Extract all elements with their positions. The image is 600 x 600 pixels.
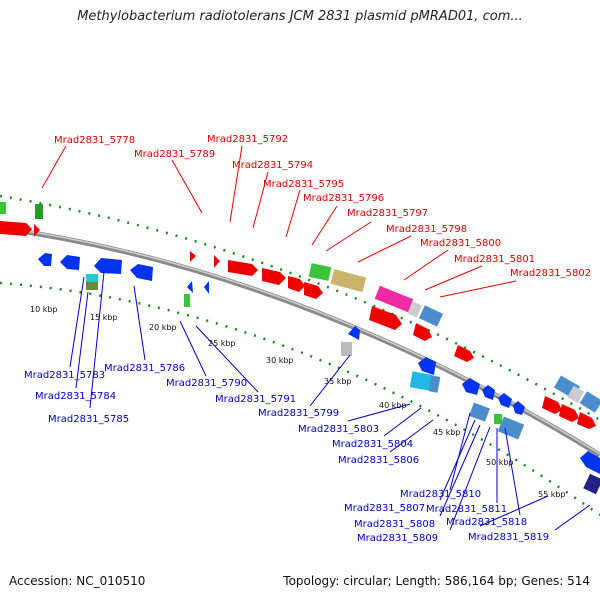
gene-block — [330, 269, 367, 293]
gene-block — [341, 342, 352, 356]
gene-arrow — [94, 258, 122, 274]
tick-label: 15 kbp — [90, 313, 118, 322]
gene-arrow — [413, 323, 432, 341]
tick-label: 20 kbp — [149, 323, 177, 332]
gene-arrow — [513, 401, 525, 415]
gene-block — [86, 282, 98, 290]
reverse-leaders — [69, 271, 591, 531]
tick-label: 50 kbp — [486, 458, 514, 467]
gene-label: Mrad2831_5818 — [446, 517, 527, 528]
gene-arrow — [482, 385, 495, 400]
reverse-features — [38, 253, 600, 495]
gene-block — [308, 263, 332, 281]
gene-arrow — [204, 281, 209, 294]
gene-label: Mrad2831_5783 — [24, 370, 105, 381]
gene-block — [567, 385, 585, 404]
gene-block — [86, 274, 98, 282]
gene-arrow — [187, 281, 193, 293]
tick-label: 55 kbp — [538, 490, 566, 499]
gene-arrow — [454, 345, 474, 362]
gene-label: Mrad2831_5806 — [338, 455, 419, 466]
gene-block — [469, 402, 490, 422]
gene-arrow — [60, 255, 80, 270]
gene-arrow — [577, 412, 596, 429]
gene-label: Mrad2831_5784 — [35, 391, 116, 402]
gene-label: Mrad2831_5819 — [468, 532, 549, 543]
gene-block — [418, 305, 444, 327]
gene-label: Mrad2831_5810 — [400, 489, 481, 500]
gene-label: Mrad2831_5778 — [54, 135, 135, 146]
gene-arrow — [369, 306, 402, 330]
gene-label: Mrad2831_5800 — [420, 238, 501, 249]
gene-block — [0, 202, 6, 214]
gene-arrow — [214, 255, 220, 268]
forward-labels: Mrad2831_5778 Mrad2831_5789 Mrad2831_579… — [54, 134, 591, 279]
gene-label: Mrad2831_5791 — [215, 394, 296, 405]
gene-arrow — [559, 404, 579, 422]
tick-labels: 10 kbp 15 kbp 20 kbp 25 kbp 30 kbp 35 kb… — [30, 305, 566, 499]
gene-block — [428, 375, 441, 393]
gene-arrow — [288, 276, 305, 292]
forward-features — [0, 202, 600, 429]
gene-arrow — [0, 221, 32, 236]
map-title: Methylobacterium radiotolerans JCM 2831 … — [77, 9, 523, 24]
gene-label: Mrad2831_5804 — [332, 439, 413, 450]
gene-label: Mrad2831_5809 — [357, 533, 438, 544]
tick-label: 45 kbp — [433, 428, 461, 437]
gene-block — [35, 204, 43, 219]
gene-label: Mrad2831_5796 — [303, 193, 384, 204]
gene-arrow — [130, 264, 153, 281]
gene-label: Mrad2831_5801 — [454, 254, 535, 265]
gene-label: Mrad2831_5797 — [347, 208, 428, 219]
accession-label: Accession: NC_010510 — [9, 574, 146, 588]
forward-leaders — [41, 145, 517, 298]
gene-label: Mrad2831_5790 — [166, 378, 247, 389]
gene-label: Mrad2831_5798 — [386, 224, 467, 235]
tick-label: 30 kbp — [266, 356, 294, 365]
tick-label: 10 kbp — [30, 305, 58, 314]
gene-block — [409, 371, 433, 391]
reverse-labels: Mrad2831_5783 Mrad2831_5784 Mrad2831_578… — [24, 363, 549, 544]
inner-tick-ring — [0, 281, 600, 517]
gene-arrow — [580, 451, 600, 474]
gene-block — [407, 301, 423, 318]
gene-label: Mrad2831_5795 — [263, 179, 344, 190]
gene-label: Mrad2831_5808 — [354, 519, 435, 530]
gene-arrow — [38, 253, 52, 266]
gene-block — [497, 416, 525, 440]
gene-arrow — [228, 260, 258, 276]
gene-label: Mrad2831_5807 — [344, 503, 425, 514]
gene-label: Mrad2831_5786 — [104, 363, 185, 374]
gene-block — [494, 414, 502, 424]
gene-label: Mrad2831_5811 — [426, 504, 507, 515]
gene-arrow — [34, 224, 40, 237]
tick-label: 40 kbp — [379, 401, 407, 410]
gene-label: Mrad2831_5802 — [510, 268, 591, 279]
tick-label: 35 kbp — [324, 377, 352, 386]
gene-arrow — [462, 378, 480, 395]
gene-arrow — [498, 393, 512, 408]
gene-arrow — [348, 326, 360, 340]
gene-label: Mrad2831_5792 — [207, 134, 288, 145]
gene-label: Mrad2831_5799 — [258, 408, 339, 419]
tick-label: 25 kbp — [208, 339, 236, 348]
gene-arrow — [304, 282, 323, 299]
gene-label: Mrad2831_5785 — [48, 414, 129, 425]
gene-arrow — [262, 268, 286, 285]
gene-arrow — [418, 357, 436, 375]
topology-stats: Topology: circular; Length: 586,164 bp; … — [283, 574, 590, 588]
gene-arrow — [542, 396, 562, 414]
gene-block — [579, 391, 600, 413]
gene-block — [583, 473, 600, 495]
gene-label: Mrad2831_5789 — [134, 149, 215, 160]
gene-label: Mrad2831_5803 — [298, 424, 379, 435]
gene-block — [184, 294, 190, 307]
gene-label: Mrad2831_5794 — [232, 160, 313, 171]
gene-arrow — [190, 251, 196, 262]
outer-tick-ring — [0, 194, 600, 422]
gene-block — [374, 285, 414, 313]
